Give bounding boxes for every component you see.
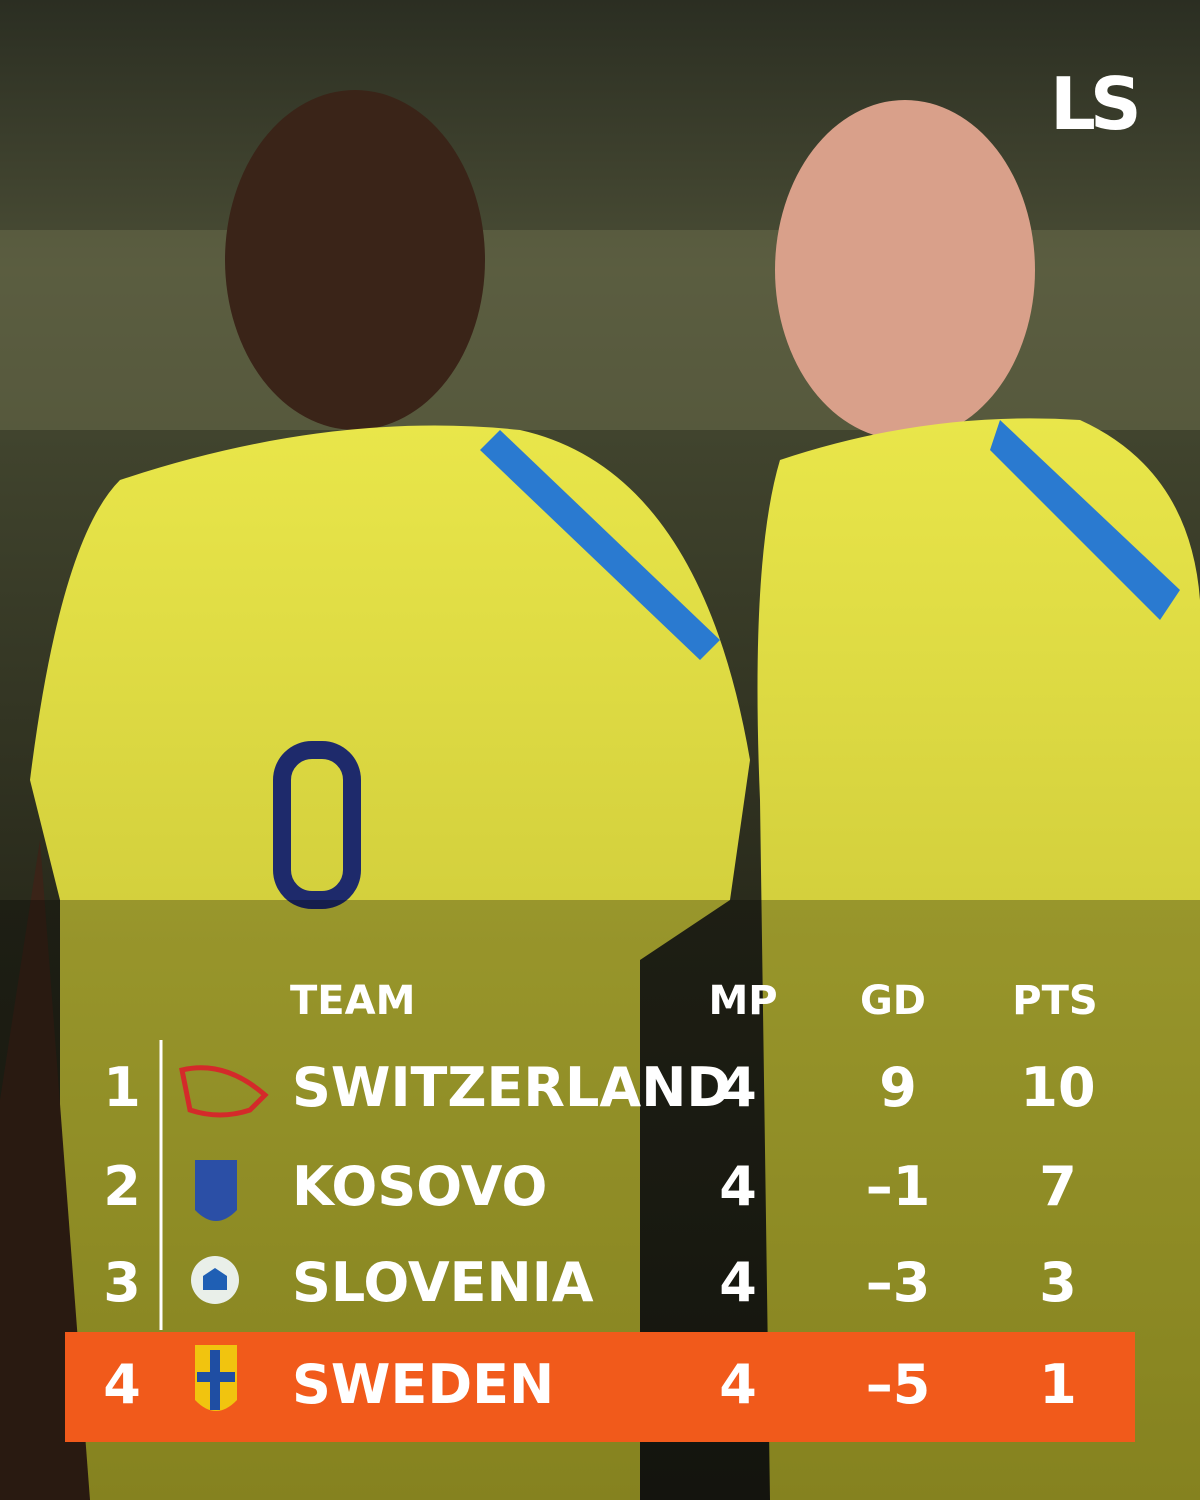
col-header: PTS [1012, 978, 1098, 1024]
goal-difference: 9 [879, 1056, 917, 1119]
goal-difference: –5 [865, 1353, 931, 1416]
points: 10 [1020, 1056, 1096, 1119]
team-name: SLOVENIA [292, 1251, 594, 1314]
col-header: MP [708, 978, 778, 1024]
goal-difference: –1 [865, 1155, 931, 1218]
points: 3 [1039, 1251, 1077, 1314]
matches-played: 4 [719, 1056, 757, 1119]
rank: 2 [103, 1155, 141, 1218]
goal-difference: –3 [865, 1251, 931, 1314]
matches-played: 4 [719, 1251, 757, 1314]
col-header: TEAM [290, 978, 416, 1024]
rank: 3 [103, 1251, 141, 1314]
brand-logo: LS [1050, 62, 1142, 146]
team-name: SWITZERLAND [292, 1056, 732, 1119]
rank: 4 [103, 1353, 141, 1416]
team-name: KOSOVO [292, 1155, 548, 1218]
points: 7 [1039, 1155, 1077, 1218]
rank: 1 [103, 1056, 141, 1119]
col-header: GD [859, 978, 927, 1024]
team-name: SWEDEN [292, 1353, 555, 1416]
points: 1 [1039, 1353, 1077, 1416]
matches-played: 4 [719, 1353, 757, 1416]
matches-played: 4 [719, 1155, 757, 1218]
